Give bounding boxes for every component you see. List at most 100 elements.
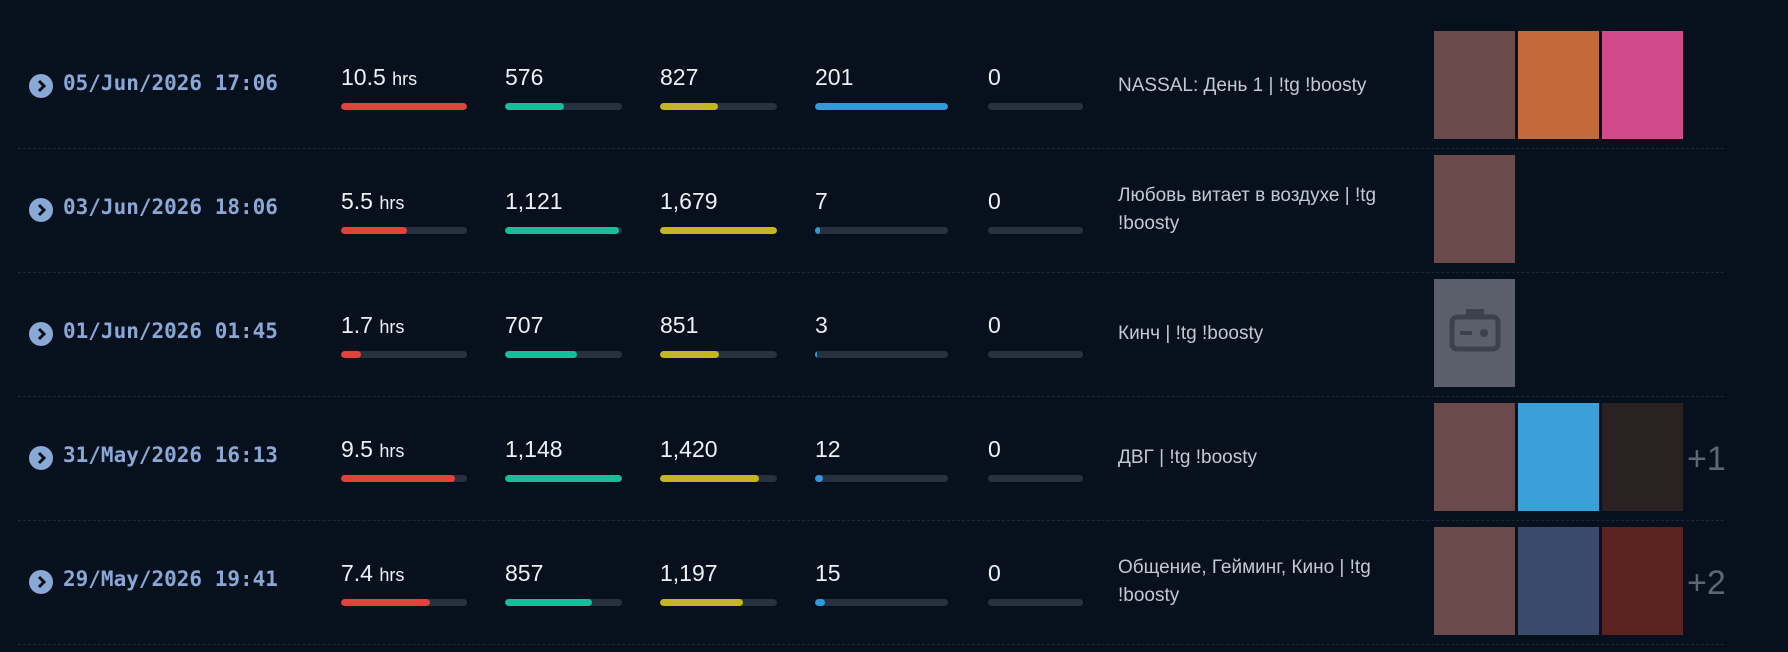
stat-value: 0 — [988, 560, 1001, 587]
stream-row[interactable]: 05/Jun/2026 17:06 10.5 hrs 576 827 201 0 NASSA… — [18, 24, 1724, 149]
stat-bar — [341, 227, 407, 234]
expand-icon[interactable] — [29, 446, 53, 470]
chevron — [37, 327, 47, 341]
stat-number: 0 — [988, 188, 1001, 214]
stat-track — [660, 227, 777, 234]
stream-date: 03/Jun/2026 18:06 — [63, 195, 278, 219]
stat-bar — [815, 103, 948, 110]
stat-bar — [341, 351, 362, 358]
stat-value: 5.5 hrs — [341, 188, 404, 215]
stat-value: 851 — [660, 312, 698, 339]
stream-row[interactable]: 31/May/2026 16:13 9.5 hrs 1,148 1,420 12 0 ДВГ… — [18, 396, 1726, 521]
stat-number: 3 — [815, 312, 828, 338]
stat-value: 857 — [505, 560, 543, 587]
game-thumbnail[interactable] — [1518, 527, 1599, 635]
stat-bar — [660, 103, 718, 110]
expand-icon[interactable] — [29, 570, 53, 594]
stat-number: 851 — [660, 312, 699, 338]
game-thumbnail[interactable] — [1602, 31, 1683, 139]
stat-number: 1.7 — [341, 312, 373, 338]
stat-bar — [660, 227, 777, 234]
stat-value: 1,420 — [660, 436, 718, 463]
stream-date: 05/Jun/2026 17:06 — [63, 71, 278, 95]
expand-icon[interactable] — [29, 74, 53, 98]
game-thumbnail[interactable] — [1518, 403, 1599, 511]
stat-bar — [505, 475, 622, 482]
stat-bar — [660, 351, 720, 358]
stat-number: 1,679 — [660, 188, 718, 214]
stat-track — [815, 599, 948, 606]
expand-icon[interactable] — [29, 198, 53, 222]
stat-value: 576 — [505, 64, 543, 91]
unit: hrs — [379, 193, 405, 213]
stat-track — [341, 599, 467, 606]
stat-bar — [815, 351, 817, 358]
stat-bar — [815, 227, 820, 234]
placeholder-icon — [1449, 309, 1501, 352]
stat-value: 1,148 — [505, 436, 563, 463]
stat-value: 7 — [815, 188, 828, 215]
game-thumbnail[interactable] — [1434, 279, 1515, 387]
stat-value: 1,197 — [660, 560, 718, 587]
stat-number: 5.5 — [341, 188, 373, 214]
stat-bar — [341, 475, 455, 482]
stat-track — [660, 103, 777, 110]
stat-track — [988, 351, 1083, 358]
stat-bar — [505, 351, 578, 358]
expand-icon[interactable] — [29, 322, 53, 346]
stat-track — [505, 227, 622, 234]
stat-bar — [660, 475, 759, 482]
stat-number: 7 — [815, 188, 828, 214]
stat-value: 1.7 hrs — [341, 312, 404, 339]
stat-track — [815, 351, 948, 358]
stream-title: ДВГ | !tg !boosty — [1118, 447, 1257, 468]
stream-title: Кинч | !tg !boosty — [1118, 323, 1264, 344]
chevron — [37, 575, 47, 589]
stat-value: 10.5 hrs — [341, 64, 417, 91]
stream-row[interactable]: 03/Jun/2026 18:06 5.5 hrs 1,121 1,679 7 0 Любо… — [18, 148, 1724, 273]
stat-track — [341, 103, 467, 110]
game-thumbnail[interactable] — [1434, 403, 1515, 511]
stat-number: 201 — [815, 64, 854, 90]
stat-number: 1,197 — [660, 560, 718, 586]
stat-track — [988, 599, 1083, 606]
game-thumbnail[interactable] — [1434, 155, 1515, 263]
stat-number: 12 — [815, 436, 841, 462]
game-thumbnail[interactable] — [1518, 31, 1599, 139]
stat-number: 827 — [660, 64, 699, 90]
stat-number: 15 — [815, 560, 841, 586]
unit: hrs — [379, 565, 405, 585]
stream-title: NASSAL: День 1 | !tg !boosty — [1118, 75, 1367, 96]
stat-value: 0 — [988, 188, 1001, 215]
chevron — [37, 79, 47, 93]
chevron — [37, 203, 47, 217]
stat-bar — [505, 599, 593, 606]
stream-date: 31/May/2026 16:13 — [63, 443, 278, 467]
stat-number: 7.4 — [341, 560, 373, 586]
stat-track — [505, 475, 622, 482]
stream-date: 29/May/2026 19:41 — [63, 567, 278, 591]
stat-value: 0 — [988, 312, 1001, 339]
game-thumbnail[interactable] — [1602, 527, 1683, 635]
game-thumbnail[interactable] — [1602, 403, 1683, 511]
stat-number: 0 — [988, 312, 1001, 338]
unit: hrs — [379, 441, 405, 461]
stat-track — [505, 599, 622, 606]
stat-bar — [341, 103, 467, 110]
stream-row[interactable]: 01/Jun/2026 01:45 1.7 hrs 707 851 3 0 Кинч | !… — [18, 272, 1724, 397]
stat-value: 201 — [815, 64, 853, 91]
stat-number: 0 — [988, 64, 1001, 90]
stat-number: 1,121 — [505, 188, 563, 214]
stat-number: 10.5 — [341, 64, 386, 90]
stream-row[interactable]: 29/May/2026 19:41 7.4 hrs 857 1,197 15 0 Общен… — [18, 520, 1726, 645]
stream-title: Любовь витает в воздухе | !tg !boosty — [1118, 185, 1377, 234]
stream-title: Общение, Гейминг, Кино | !tg !boosty — [1118, 557, 1371, 606]
stat-value: 12 — [815, 436, 841, 463]
game-thumbnail[interactable] — [1434, 527, 1515, 635]
stat-value: 707 — [505, 312, 543, 339]
stat-bar — [815, 475, 823, 482]
game-thumbnail[interactable] — [1434, 31, 1515, 139]
stat-track — [341, 351, 467, 358]
stat-value: 7.4 hrs — [341, 560, 404, 587]
